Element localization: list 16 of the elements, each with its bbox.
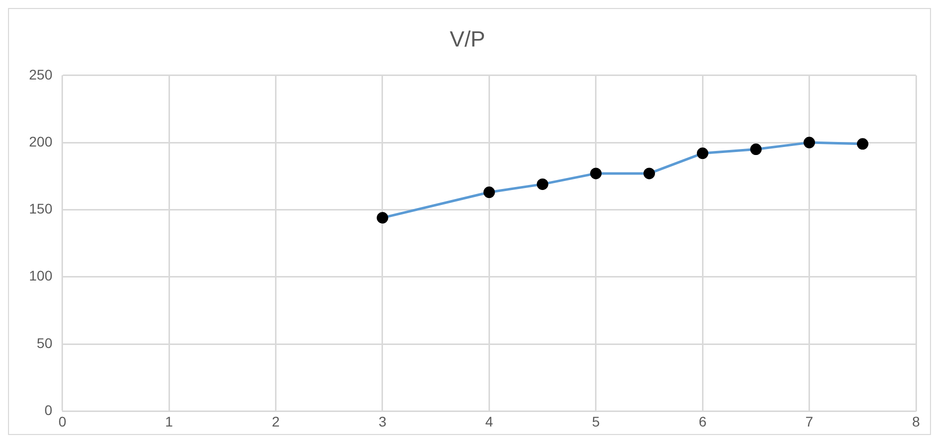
x-tick-label: 2 — [272, 413, 280, 430]
x-tick-label: 0 — [58, 413, 66, 430]
x-tick-label: 4 — [485, 413, 494, 430]
y-tick-label: 0 — [44, 402, 53, 418]
y-tick-label: 250 — [29, 66, 53, 82]
x-tick-label: 1 — [165, 413, 174, 430]
x-tick-label: 3 — [378, 413, 387, 430]
x-tick-label: 5 — [592, 413, 600, 430]
y-tick-label: 50 — [36, 334, 53, 351]
x-tick-label: 6 — [698, 413, 707, 430]
y-tick-label: 100 — [29, 268, 53, 284]
y-tick-label: 150 — [29, 200, 53, 217]
x-tick-label: 8 — [912, 413, 920, 430]
y-tick-label: 200 — [29, 133, 53, 150]
chart-title: V/P — [450, 26, 486, 52]
x-tick-label: 7 — [805, 413, 814, 430]
